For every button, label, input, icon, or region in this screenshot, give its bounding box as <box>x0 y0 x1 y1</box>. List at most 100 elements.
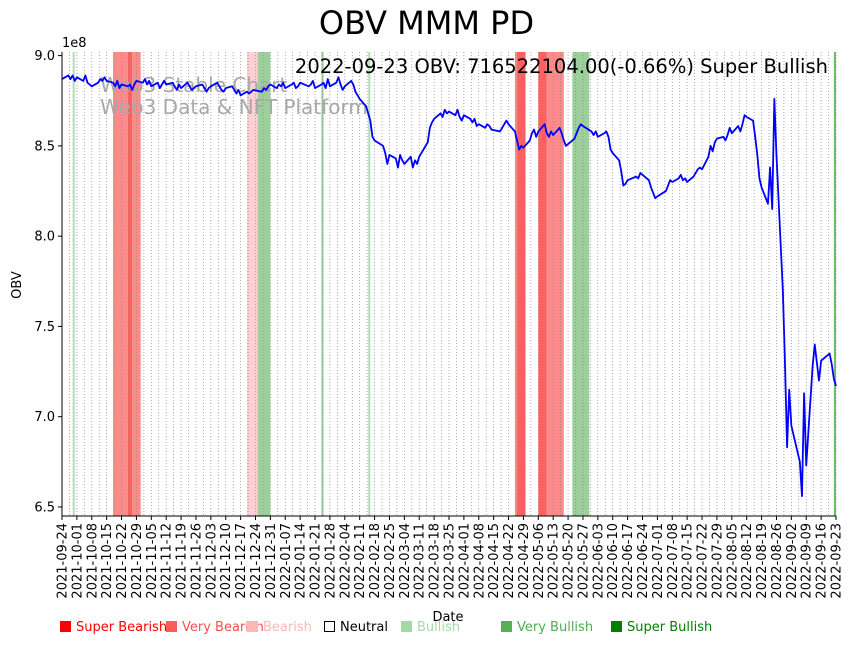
x-tick-label: 2022-03-25 <box>443 523 458 599</box>
legend-swatch <box>166 621 177 632</box>
x-tick-label: 2022-03-11 <box>413 523 428 599</box>
legend-item-very-bearish: Very Bearish <box>166 620 264 635</box>
x-tick-label: 2022-07-29 <box>710 523 725 599</box>
band-very-bullish <box>572 52 590 516</box>
band-super-bearish <box>538 52 547 516</box>
x-tick-label: 2022-05-20 <box>562 523 577 599</box>
x-tick-label: 2022-07-22 <box>696 523 711 599</box>
x-tick-label: 2021-12-17 <box>234 523 249 599</box>
x-tick-label: 2022-06-03 <box>591 523 606 599</box>
x-tick-label: 2021-12-03 <box>204 523 219 599</box>
y-offset-label: 1e8 <box>62 36 87 51</box>
band-very-bullish <box>257 52 271 516</box>
x-tick-label: 2021-11-26 <box>189 523 204 599</box>
x-tick-label: 2022-07-01 <box>651 523 666 599</box>
legend-swatch <box>324 621 335 632</box>
x-tick-label: 2022-02-11 <box>353 523 368 599</box>
x-tick-label: 2022-09-09 <box>800 523 815 599</box>
x-tick-label: 2022-08-05 <box>725 523 740 599</box>
obv-annotation: 2022-09-23 OBV: 716522104.00(-0.66%) Sup… <box>295 55 828 78</box>
watermark-line-2: Web3 Data & NFT Platform <box>100 95 368 119</box>
x-tick-label: 2022-03-04 <box>398 523 413 599</box>
x-tick-label: 2021-12-31 <box>264 523 279 599</box>
x-tick-label: 2021-09-24 <box>56 523 71 599</box>
x-tick-label: 2021-10-08 <box>85 523 100 599</box>
x-tick-label: 2022-04-08 <box>472 523 487 599</box>
x-tick-label: 2022-05-06 <box>532 523 547 599</box>
legend-item-very-bullish: Very Bullish <box>501 620 593 635</box>
x-tick-label: 2022-08-12 <box>740 523 755 599</box>
y-tick-label: 7.5 <box>34 320 55 335</box>
obv-series-line <box>61 74 837 498</box>
x-tick-label: 2022-01-14 <box>294 523 309 599</box>
x-axis-label: Date <box>432 610 463 625</box>
x-tick-label: 2021-11-19 <box>175 523 190 599</box>
band-very-bearish <box>546 52 564 516</box>
x-tick-label: 2022-08-26 <box>770 523 785 599</box>
legend-item-bullish: Bullish <box>401 620 460 635</box>
y-axis-label: OBV <box>10 271 25 299</box>
x-tick-label: 2021-12-10 <box>219 523 234 599</box>
x-tick-label: 2022-04-29 <box>517 523 532 599</box>
legend-item-super-bearish: Super Bearish <box>60 620 167 635</box>
legend-label: Super Bullish <box>627 620 713 635</box>
x-tick-label: 2022-07-15 <box>681 523 696 599</box>
x-tick-label: 2022-08-19 <box>755 523 770 599</box>
x-tick-label: 2022-09-02 <box>785 523 800 599</box>
x-tick-label: 2022-01-07 <box>279 523 294 599</box>
band-super-bullish <box>833 52 836 516</box>
legend-label: Bearish <box>263 620 312 635</box>
x-tick-label: 2021-11-05 <box>145 523 160 599</box>
y-tick-label: 9.0 <box>34 49 55 64</box>
legend-item-super-bullish: Super Bullish <box>611 620 712 635</box>
x-tick-label: 2022-04-01 <box>457 523 472 599</box>
x-tick-label: 2022-06-10 <box>606 523 621 599</box>
x-tick-label: 2022-07-08 <box>666 523 681 599</box>
chart-title: OBV MMM PD <box>318 4 535 42</box>
legend-label: Very Bullish <box>517 620 594 635</box>
x-tick-label: 2022-01-21 <box>309 523 324 599</box>
band-very-bearish <box>113 52 128 516</box>
x-tick-label: 2021-11-12 <box>160 523 175 599</box>
legend-swatch <box>401 621 412 632</box>
legend-swatch <box>60 621 71 632</box>
y-tick-label: 7.0 <box>34 410 55 425</box>
x-tick-label: 2022-09-16 <box>815 523 830 599</box>
legend-label: Neutral <box>340 620 388 635</box>
x-tick-label: 2022-04-15 <box>487 523 502 599</box>
x-tick-label: 2022-05-13 <box>547 523 562 599</box>
x-tick-label: 2022-03-18 <box>428 523 443 599</box>
legend-item-bearish: Bearish <box>247 620 312 635</box>
x-tick-label: 2021-10-29 <box>130 523 145 599</box>
band-bullish <box>368 52 371 516</box>
x-tick-label: 2022-02-04 <box>338 523 353 599</box>
x-tick-label: 2021-10-22 <box>115 523 130 599</box>
x-axis-ticks: 2021-09-24 2021-10-01 2021-10-08 2021-10-15… <box>56 516 845 599</box>
x-tick-label: 2022-05-27 <box>576 523 591 599</box>
x-tick-label: 2022-09-23 <box>830 523 845 599</box>
x-tick-label: 2022-06-24 <box>636 523 651 599</box>
x-tick-label: 2022-02-25 <box>383 523 398 599</box>
legend-label: Very Bearish <box>182 620 264 635</box>
legend-item-neutral: Neutral <box>324 620 388 635</box>
legend-swatch <box>247 621 258 632</box>
band-super-bearish <box>127 52 133 516</box>
x-tick-label: 2021-10-01 <box>70 523 85 599</box>
x-tick-label: 2022-02-18 <box>368 523 383 599</box>
watermark-line-1: Web3 Stable Chart <box>100 73 288 97</box>
signal-bands <box>72 52 836 516</box>
legend-label: Bullish <box>417 620 461 635</box>
x-tick-label: 2021-10-15 <box>100 523 115 599</box>
x-tick-label: 2022-06-17 <box>621 523 636 599</box>
vertical-grid <box>61 52 837 516</box>
band-bullish <box>72 52 75 516</box>
legend-swatch <box>501 621 512 632</box>
x-tick-label: 2022-04-22 <box>502 523 517 599</box>
y-tick-label: 8.5 <box>34 139 55 154</box>
y-tick-label: 6.5 <box>34 500 55 515</box>
x-tick-label: 2021-12-24 <box>249 523 264 599</box>
band-bearish <box>246 52 258 516</box>
y-tick-label: 8.0 <box>34 230 55 245</box>
legend-swatch <box>611 621 622 632</box>
band-super-bearish <box>517 52 526 516</box>
